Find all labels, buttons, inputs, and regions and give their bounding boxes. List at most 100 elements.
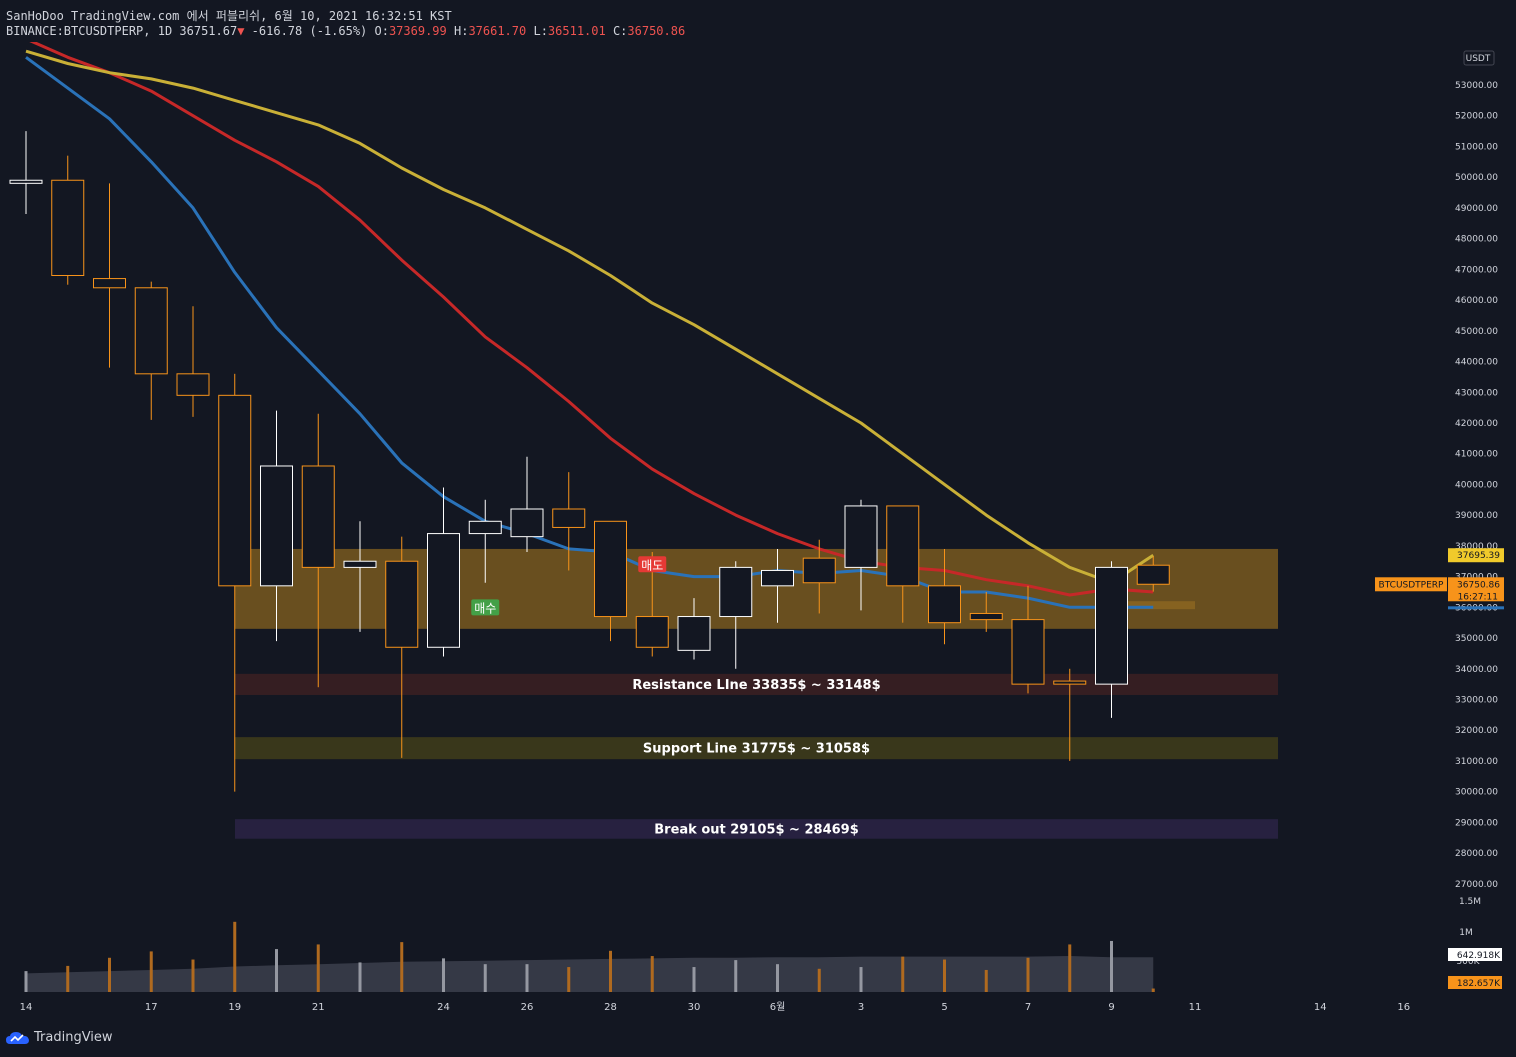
last-price-marker: [1110, 601, 1195, 610]
date-tick-label: 9: [1108, 1002, 1114, 1013]
candle-body: [468, 520, 502, 535]
date-tick-label: 30: [688, 1002, 701, 1013]
open-value: 37369.99: [388, 24, 447, 38]
ma-blue-badge: [1448, 606, 1504, 610]
symbol-ohlc-line: BINANCE:BTCUSDTPERP, 1D 36751.67▼ -616.7…: [6, 24, 685, 38]
volume-bar: [984, 969, 988, 992]
price-tick-label: 44000.00: [1455, 358, 1498, 368]
candle-body: [1053, 680, 1087, 685]
symbol-interval: BINANCE:BTCUSDTPERP, 1D: [6, 24, 173, 38]
candle-body: [969, 612, 1003, 621]
volume-bar: [609, 950, 612, 992]
ma-price-badge-text: 37695.39: [1457, 551, 1500, 561]
price-tick-label: 32000.00: [1455, 726, 1498, 736]
candle-body: [1136, 564, 1170, 585]
volume-bar: [817, 968, 821, 992]
zone-label-2: Support Line 31775$ ~ 31058$: [643, 742, 870, 757]
volume-bar: [859, 967, 863, 992]
candle-body: [802, 557, 836, 584]
last-price: 36751.67: [179, 24, 238, 38]
price-change: -616.78 (-1.65%): [251, 24, 368, 38]
tradingview-logo[interactable]: TradingView: [6, 1030, 113, 1045]
price-tick-label: 33000.00: [1455, 696, 1498, 706]
date-tick-label: 19: [228, 1002, 241, 1013]
date-tick-label: 6월: [770, 1001, 786, 1013]
low-value: 36511.01: [547, 24, 606, 38]
volume-bar: [692, 967, 696, 992]
candle-body: [301, 465, 335, 568]
price-tick-label: 40000.00: [1455, 480, 1498, 490]
price-tick-label: 38000.00: [1455, 542, 1498, 552]
volume-tick-label: 1M: [1459, 928, 1473, 938]
zone-2: [235, 737, 1278, 760]
ma-price-badge: [1448, 548, 1504, 563]
price-tick-label: 34000.00: [1455, 665, 1498, 675]
price-tick-label: 50000.00: [1455, 173, 1498, 183]
candle-body: [594, 520, 627, 618]
price-tick-label: 48000.00: [1455, 235, 1498, 245]
ma-line-1: [29, 42, 1154, 597]
volume-bar: [233, 921, 237, 992]
volume-bar: [400, 942, 404, 992]
signal-label-0: 매도: [641, 558, 663, 572]
ma-line-2: [25, 49, 1155, 585]
price-tick-label: 29000.00: [1455, 818, 1498, 828]
countdown-text: 16:27:11: [1458, 592, 1498, 602]
price-tick-label: 35000.00: [1455, 634, 1498, 644]
volume-ma-area: [26, 956, 1154, 992]
price-tick-label: 52000.00: [1455, 112, 1498, 122]
signal-label-1: 매수: [474, 601, 496, 615]
candle-body: [635, 616, 669, 648]
volume-bar: [1026, 957, 1030, 992]
date-tick-label: 14: [20, 1002, 33, 1013]
volume-bar: [149, 951, 153, 992]
date-tick-label: 21: [312, 1002, 325, 1013]
candle-body: [844, 505, 878, 568]
volume-tick-label: 500K: [1456, 957, 1480, 967]
volume-bar: [734, 960, 738, 992]
volume-cut-label: 1.5M: [1459, 897, 1481, 907]
volume-bar: [442, 958, 445, 992]
volume-bar: [650, 956, 654, 992]
price-tick-label: 41000.00: [1455, 450, 1498, 460]
candle-body: [552, 508, 586, 528]
date-tick-label: 3: [858, 1002, 864, 1013]
publish-info: SanHoDoo TradingView.com 에서 퍼블리쉬, 6월 10,…: [6, 9, 452, 23]
price-tick-label: 28000.00: [1455, 849, 1498, 859]
candle-body: [510, 508, 544, 538]
signal-marker-0: [638, 556, 667, 573]
date-tick-label: 28: [604, 1002, 617, 1013]
candle-body: [343, 560, 377, 568]
symbol-badge: [1375, 577, 1447, 592]
date-tick-label: 26: [521, 1002, 534, 1013]
tradingview-cloud-icon: [6, 1031, 29, 1044]
volume-badge: [1448, 976, 1502, 989]
candle-body: [260, 465, 293, 587]
candle-body: [886, 505, 920, 587]
candle-body: [427, 533, 460, 648]
candle-body: [761, 569, 794, 587]
candle-body: [928, 585, 961, 624]
candle-body: [134, 287, 168, 375]
volume-bar: [943, 959, 946, 992]
volume-bar: [316, 944, 320, 992]
date-tick-label: 24: [437, 1002, 450, 1013]
price-chart[interactable]: Resistance LIne 33835$ ~ 33148$ Support L…: [0, 0, 1516, 1020]
candle-body: [719, 566, 753, 618]
moving-averages: [25, 42, 1155, 609]
price-tick-label: 45000.00: [1455, 327, 1498, 337]
currency-box: [1463, 50, 1495, 66]
symbol-badge-text: BTCUSDTPERP: [1379, 580, 1445, 590]
last-price-badge-text: 36750.86: [1457, 580, 1500, 590]
volume-bar: [525, 964, 529, 992]
volume-bar: [66, 965, 70, 992]
candle-body: [176, 373, 210, 396]
price-tick-label: 51000.00: [1455, 142, 1498, 152]
volume-ma-badge-text: 642.918K: [1457, 951, 1501, 961]
date-tick-label: 5: [941, 1002, 947, 1013]
date-tick-label: 17: [145, 1002, 158, 1013]
volume-bar: [275, 949, 278, 992]
candle-body: [385, 560, 419, 648]
volume-bar: [901, 956, 905, 992]
volume-ma-badge: [1448, 948, 1502, 961]
